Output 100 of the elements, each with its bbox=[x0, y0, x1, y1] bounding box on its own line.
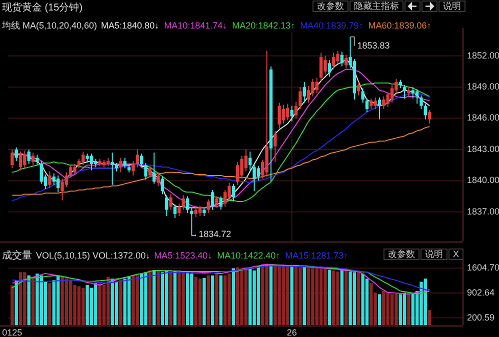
bar bbox=[324, 269, 327, 325]
bar bbox=[420, 282, 423, 325]
candlestick bbox=[223, 190, 227, 208]
candlestick bbox=[420, 94, 423, 110]
bar bbox=[36, 274, 39, 325]
button: 说明 bbox=[438, 0, 466, 12]
candlestick bbox=[182, 194, 185, 210]
candlestick bbox=[424, 103, 428, 120]
bar bbox=[123, 278, 126, 325]
y-tick-label: 1849.00 bbox=[467, 81, 499, 92]
bar bbox=[286, 266, 290, 325]
bar bbox=[23, 272, 26, 325]
annotation: 1834.72 bbox=[198, 228, 232, 239]
candlestick bbox=[144, 162, 148, 180]
bar bbox=[140, 274, 144, 325]
button: 隐藏主指标 bbox=[350, 0, 404, 12]
text: MA10:1841.74↓ bbox=[164, 20, 228, 30]
bar bbox=[31, 278, 35, 325]
candlestick bbox=[186, 196, 190, 214]
candlestick bbox=[23, 150, 26, 169]
candlestick bbox=[56, 174, 60, 193]
line-series bbox=[12, 126, 430, 196]
bar bbox=[394, 294, 398, 325]
candlestick bbox=[290, 105, 294, 122]
bar bbox=[398, 294, 402, 325]
candlestick bbox=[60, 178, 64, 201]
bar bbox=[165, 270, 168, 325]
bar bbox=[190, 274, 194, 325]
bar bbox=[256, 266, 260, 325]
candlestick bbox=[36, 154, 39, 166]
button: 说明 bbox=[420, 248, 448, 260]
bar bbox=[198, 278, 202, 325]
candlestick bbox=[336, 50, 340, 65]
bar bbox=[236, 267, 240, 325]
bar bbox=[261, 264, 264, 325]
candlestick bbox=[236, 161, 240, 186]
text: MA40:1839.79↑ bbox=[300, 20, 364, 30]
bar bbox=[52, 280, 56, 325]
bar bbox=[152, 270, 156, 325]
bar bbox=[136, 275, 140, 325]
candlestick bbox=[274, 130, 277, 162]
chart-title: 现货黄金 (15分钟) bbox=[2, 2, 83, 14]
bar bbox=[223, 275, 227, 325]
candlestick bbox=[64, 172, 68, 188]
bar bbox=[64, 278, 68, 325]
bar bbox=[86, 284, 89, 325]
candlestick bbox=[194, 206, 198, 218]
candlestick bbox=[378, 97, 382, 120]
bar bbox=[94, 283, 98, 325]
bar bbox=[282, 266, 286, 325]
bar bbox=[232, 268, 236, 325]
candlestick bbox=[123, 157, 126, 169]
text: MA5:1840.80↓ bbox=[101, 20, 160, 30]
candlestick bbox=[52, 172, 56, 186]
bar bbox=[73, 284, 76, 325]
bar bbox=[348, 272, 352, 325]
legend-title: 均线 MA(5,10,20,40,60) bbox=[1, 20, 98, 30]
candlestick bbox=[402, 84, 406, 100]
bar bbox=[178, 272, 181, 325]
bar bbox=[69, 280, 72, 325]
bar bbox=[173, 272, 177, 325]
candlestick bbox=[232, 183, 236, 202]
bar bbox=[332, 270, 336, 325]
bar bbox=[319, 269, 323, 325]
candlestick bbox=[294, 101, 298, 119]
candlestick bbox=[256, 166, 260, 182]
bar bbox=[390, 294, 394, 325]
bar bbox=[248, 268, 252, 325]
candlestick bbox=[156, 172, 160, 186]
bar bbox=[48, 283, 52, 325]
x-tick-label: 26 bbox=[286, 327, 297, 337]
y-tick-label: 200.59 bbox=[467, 312, 495, 322]
bar bbox=[82, 288, 85, 325]
bar bbox=[336, 272, 340, 325]
candlestick bbox=[407, 86, 410, 97]
candlestick bbox=[428, 109, 432, 124]
bar bbox=[56, 275, 60, 325]
bar bbox=[144, 272, 148, 325]
bar bbox=[370, 283, 373, 325]
bar bbox=[127, 276, 131, 325]
bar bbox=[298, 267, 302, 325]
bar bbox=[77, 286, 81, 325]
candlestick bbox=[306, 86, 310, 104]
candlestick bbox=[365, 98, 369, 113]
candlestick bbox=[357, 81, 360, 96]
bar bbox=[119, 280, 122, 325]
candlestick bbox=[73, 164, 76, 175]
series-label: MA10:1422.40↑ bbox=[217, 250, 280, 260]
candlestick bbox=[173, 204, 177, 219]
candlestick bbox=[169, 194, 172, 210]
candlestick bbox=[10, 149, 14, 169]
button: X bbox=[448, 248, 464, 260]
bar bbox=[302, 267, 306, 325]
candlestick bbox=[361, 88, 364, 104]
bar bbox=[156, 270, 160, 325]
bar bbox=[269, 266, 273, 325]
bar bbox=[274, 266, 277, 325]
bar bbox=[160, 272, 164, 325]
bar bbox=[278, 266, 281, 325]
bar bbox=[60, 276, 64, 325]
